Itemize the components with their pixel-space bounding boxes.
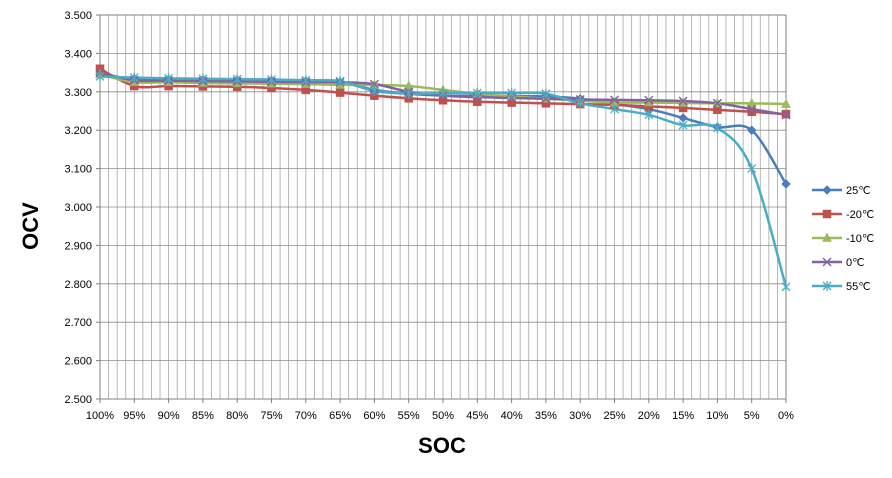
x-axis-tick-labels: 100% 95% 90% 85% 80% 75% 70% 65% 60% 55% 50% 45% 40%… [86,399,794,422]
x-tick-label: 55% [398,410,420,422]
x-tick-label: 90% [158,410,180,422]
data-point [472,87,482,98]
data-point [164,73,174,84]
legend-entry-label: 0℃ [846,257,864,269]
x-tick-label: 40% [501,410,523,422]
data-point [644,109,654,120]
x-tick-label: 30% [569,410,591,422]
data-point [747,163,757,174]
data-point [678,96,688,106]
x-tick-label: 35% [535,410,557,422]
x-tick-label: 50% [432,410,454,422]
data-point [746,125,757,136]
x-tick-label: 25% [603,410,625,422]
x-tick-label: 0% [778,410,794,422]
data-point [644,95,654,105]
data-point [678,120,688,131]
data-point [95,71,105,82]
data-point [781,110,791,120]
data-point [747,107,756,117]
data-point [746,97,757,108]
x-tick-label: 45% [466,410,488,422]
data-point [575,98,585,109]
x-tick-label: 60% [363,410,385,422]
data-point [712,98,722,108]
legend-entry-label: 25℃ [846,185,871,197]
y-tick-label: 3.400 [64,48,92,60]
x-tick-label: 80% [226,410,248,422]
y-tick-label: 2.900 [64,240,92,252]
y-tick-label: 3.200 [64,125,92,137]
x-tick-label: 75% [260,410,282,422]
x-tick-label: 100% [86,410,114,422]
data-point [781,98,791,108]
gridlines [99,14,787,400]
x-tick-label: 85% [192,410,214,422]
y-axis-tick-labels: 2.500 2.600 2.700 2.800 2.900 3.000 3.100 3.200… [64,10,100,406]
data-point [404,88,414,99]
data-point [335,76,345,87]
y-tick-label: 3.100 [64,164,92,176]
x-tick-label: 20% [638,410,660,422]
legend-entry-label: 55℃ [846,281,871,293]
legend: 25℃ -20℃ -10℃ 0℃ 55℃ [812,185,874,293]
data-point [781,281,791,292]
legend-entry-label: -20℃ [846,209,874,221]
x-tick-label: 5% [744,410,760,422]
legend-swatch-marker [822,232,832,242]
x-tick-label: 95% [123,410,145,422]
data-point [267,74,276,85]
data-point [541,88,551,99]
x-tick-label: 15% [672,410,694,422]
y-tick-label: 3.500 [64,10,92,22]
data-point [335,88,345,97]
legend-swatch-marker [822,185,832,195]
x-axis-title: SOC [418,433,466,458]
y-tick-label: 3.000 [64,202,92,214]
data-point [609,95,620,105]
x-tick-label: 65% [329,410,351,422]
data-point [712,122,722,133]
series-markers [95,64,791,292]
data-point [369,79,379,89]
data-point [507,87,517,98]
data-point [369,86,379,97]
data-point [198,73,208,84]
y-tick-label: 2.600 [64,356,92,368]
x-tick-label: 10% [706,410,728,422]
data-point [781,179,791,189]
data-point [610,104,619,115]
legend-entry-label: -10℃ [846,233,874,245]
data-point [129,72,139,83]
y-tick-label: 3.300 [64,87,92,99]
data-point [301,75,311,86]
legend-swatch-marker [822,257,832,267]
legend-swatch-marker [822,281,832,291]
y-tick-label: 2.500 [64,394,92,406]
legend-swatch-marker [822,209,832,219]
data-point [232,74,242,85]
y-tick-label: 2.800 [64,279,92,291]
data-point [438,87,448,98]
y-axis-title: OCV [18,202,43,250]
y-tick-label: 2.700 [64,317,92,329]
x-tick-label: 70% [295,410,317,422]
data-point [747,104,757,114]
